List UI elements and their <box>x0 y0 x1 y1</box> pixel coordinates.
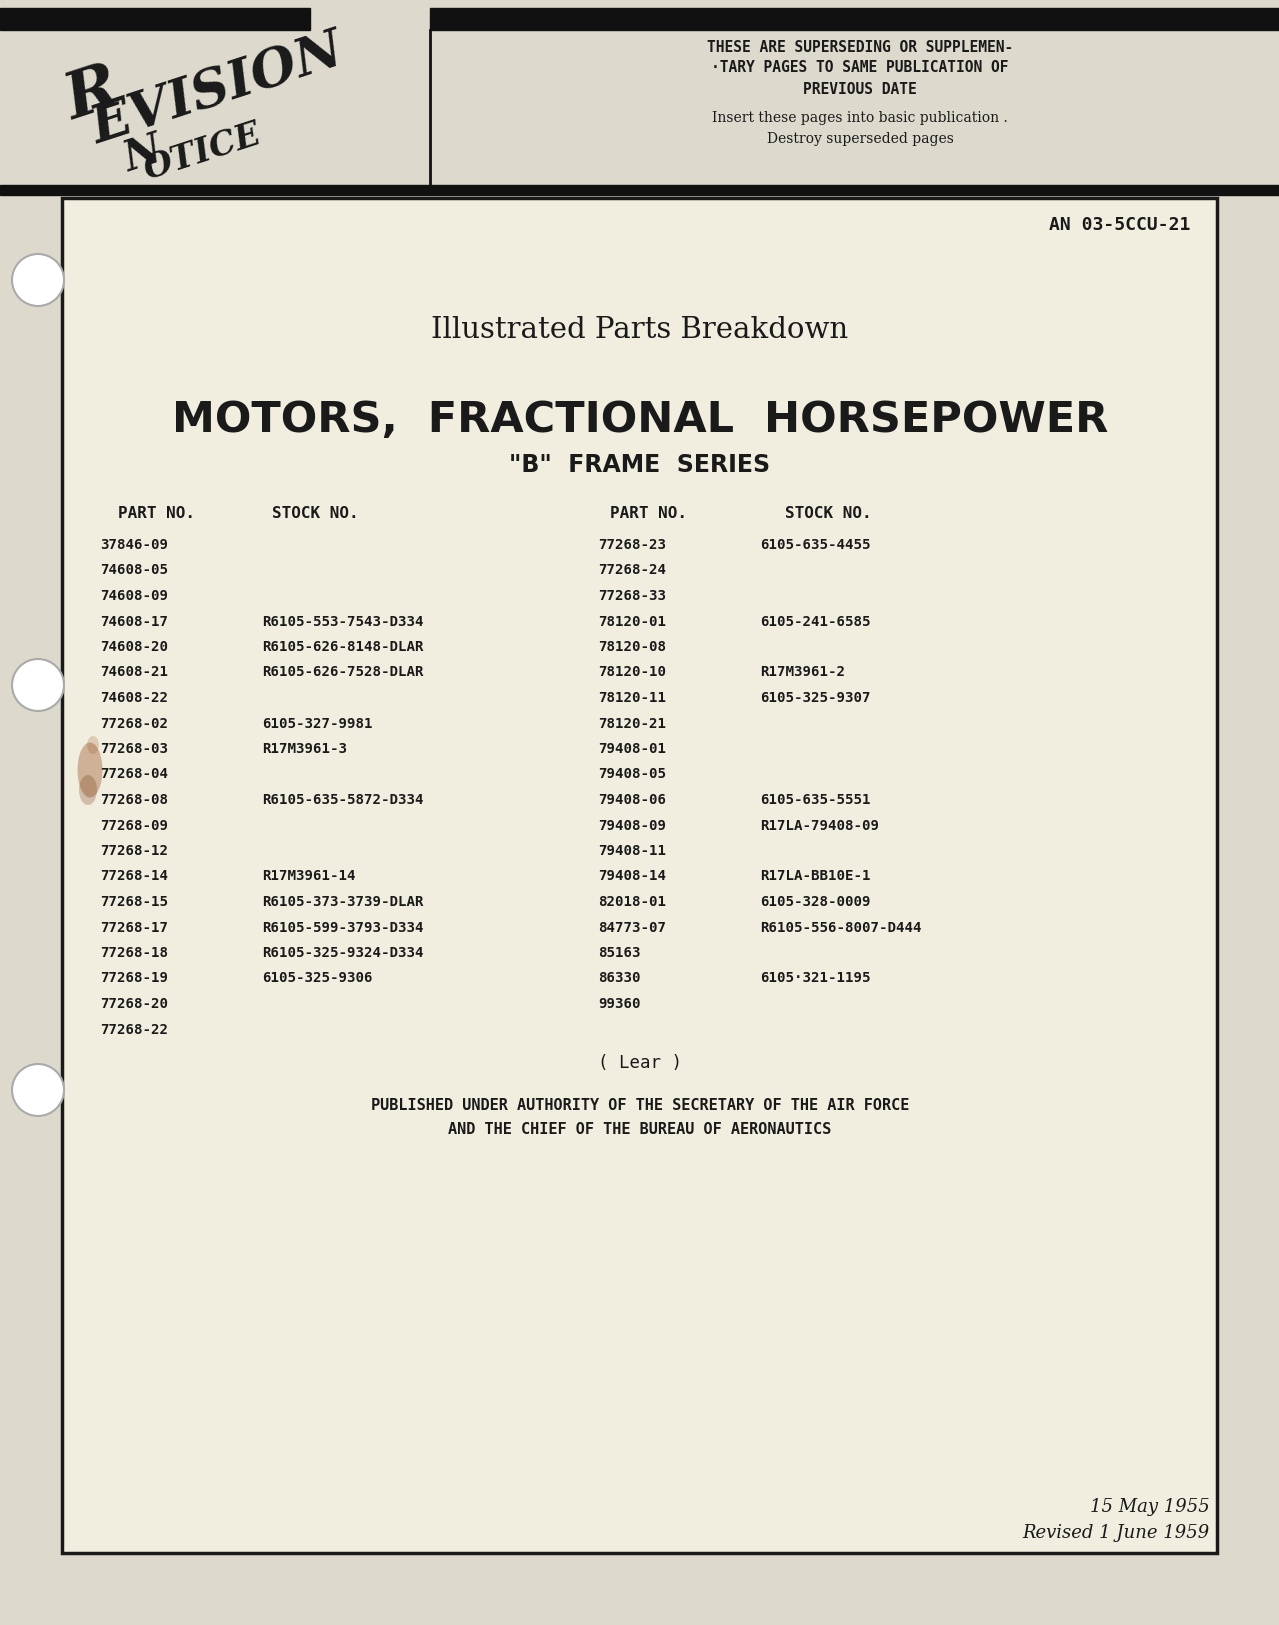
Text: 77268-09: 77268-09 <box>100 819 168 832</box>
Text: ·TARY PAGES TO SAME PUBLICATION OF: ·TARY PAGES TO SAME PUBLICATION OF <box>711 60 1009 75</box>
Text: 77268-02: 77268-02 <box>100 717 168 731</box>
Text: R17M3961-3: R17M3961-3 <box>262 743 347 756</box>
Text: 6105·321-1195: 6105·321-1195 <box>760 972 871 985</box>
Bar <box>0 8 310 29</box>
Text: 77268-18: 77268-18 <box>100 946 168 960</box>
Text: 84773-07: 84773-07 <box>599 920 666 934</box>
Text: 77268-08: 77268-08 <box>100 793 168 808</box>
Text: 6105-635-4455: 6105-635-4455 <box>760 538 871 552</box>
Ellipse shape <box>79 775 97 804</box>
Text: 79408-01: 79408-01 <box>599 743 666 756</box>
Text: 6105-328-0009: 6105-328-0009 <box>760 895 871 908</box>
Text: 77268-23: 77268-23 <box>599 538 666 552</box>
Text: 77268-19: 77268-19 <box>100 972 168 985</box>
Text: 79408-14: 79408-14 <box>599 869 666 884</box>
Text: R6105-626-7528-DLAR: R6105-626-7528-DLAR <box>262 666 423 679</box>
Bar <box>430 8 1279 29</box>
Text: 78120-08: 78120-08 <box>599 640 666 653</box>
Text: MOTORS,  FRACTIONAL  HORSEPOWER: MOTORS, FRACTIONAL HORSEPOWER <box>171 400 1108 440</box>
Text: 6105-325-9307: 6105-325-9307 <box>760 691 871 705</box>
Text: 77268-24: 77268-24 <box>599 564 666 577</box>
Text: 82018-01: 82018-01 <box>599 895 666 908</box>
Text: 74608-09: 74608-09 <box>100 588 168 603</box>
Text: 77268-17: 77268-17 <box>100 920 168 934</box>
Text: Destroy superseded pages: Destroy superseded pages <box>766 132 953 146</box>
Circle shape <box>12 1064 64 1116</box>
Text: 77268-12: 77268-12 <box>100 843 168 858</box>
Text: 74608-05: 74608-05 <box>100 564 168 577</box>
Text: 6105-241-6585: 6105-241-6585 <box>760 614 871 629</box>
Text: 79408-06: 79408-06 <box>599 793 666 808</box>
Text: PUBLISHED UNDER AUTHORITY OF THE SECRETARY OF THE AIR FORCE: PUBLISHED UNDER AUTHORITY OF THE SECRETA… <box>371 1097 909 1113</box>
Text: R6105-373-3739-DLAR: R6105-373-3739-DLAR <box>262 895 423 908</box>
Text: 6105-327-9981: 6105-327-9981 <box>262 717 372 731</box>
Text: 77268-14: 77268-14 <box>100 869 168 884</box>
Circle shape <box>12 254 64 306</box>
Text: PREVIOUS DATE: PREVIOUS DATE <box>803 81 917 96</box>
Text: 74608-21: 74608-21 <box>100 666 168 679</box>
Text: 86330: 86330 <box>599 972 641 985</box>
Text: AN 03-5CCU-21: AN 03-5CCU-21 <box>1049 216 1189 234</box>
Text: AND THE CHIEF OF THE BUREAU OF AERONAUTICS: AND THE CHIEF OF THE BUREAU OF AERONAUTI… <box>449 1121 831 1136</box>
Text: 77268-04: 77268-04 <box>100 767 168 782</box>
Text: 78120-10: 78120-10 <box>599 666 666 679</box>
Text: 78120-01: 78120-01 <box>599 614 666 629</box>
Text: R6105-325-9324-D334: R6105-325-9324-D334 <box>262 946 423 960</box>
Text: R17M3961-2: R17M3961-2 <box>760 666 845 679</box>
Text: R6105-599-3793-D334: R6105-599-3793-D334 <box>262 920 423 934</box>
Text: 79408-09: 79408-09 <box>599 819 666 832</box>
Text: 85163: 85163 <box>599 946 641 960</box>
Text: R17LA-79408-09: R17LA-79408-09 <box>760 819 879 832</box>
Text: 74608-17: 74608-17 <box>100 614 168 629</box>
Text: 74608-20: 74608-20 <box>100 640 168 653</box>
Text: 77268-33: 77268-33 <box>599 588 666 603</box>
Text: R: R <box>58 57 128 133</box>
Text: STOCK NO.: STOCK NO. <box>272 505 358 520</box>
Text: 79408-05: 79408-05 <box>599 767 666 782</box>
Text: R6105-626-8148-DLAR: R6105-626-8148-DLAR <box>262 640 423 653</box>
Text: R17LA-BB10E-1: R17LA-BB10E-1 <box>760 869 871 884</box>
Text: 6105-325-9306: 6105-325-9306 <box>262 972 372 985</box>
Text: 37846-09: 37846-09 <box>100 538 168 552</box>
Text: PART NO.: PART NO. <box>610 505 687 520</box>
Text: 77268-20: 77268-20 <box>100 998 168 1011</box>
Text: Revised 1 June 1959: Revised 1 June 1959 <box>1023 1524 1210 1542</box>
Ellipse shape <box>78 743 102 798</box>
Text: PART NO.: PART NO. <box>118 505 194 520</box>
Bar <box>0 5 1279 195</box>
Bar <box>0 185 1279 195</box>
Text: 78120-21: 78120-21 <box>599 717 666 731</box>
Text: OTICE: OTICE <box>139 117 266 187</box>
Text: 99360: 99360 <box>599 998 641 1011</box>
Text: STOCK NO.: STOCK NO. <box>785 505 871 520</box>
Text: R6105-553-7543-D334: R6105-553-7543-D334 <box>262 614 423 629</box>
Text: 77268-15: 77268-15 <box>100 895 168 908</box>
Text: R6105-635-5872-D334: R6105-635-5872-D334 <box>262 793 423 808</box>
Text: 77268-03: 77268-03 <box>100 743 168 756</box>
Ellipse shape <box>87 736 98 754</box>
Text: N: N <box>118 128 168 180</box>
Text: THESE ARE SUPERSEDING OR SUPPLEMEN-: THESE ARE SUPERSEDING OR SUPPLEMEN- <box>707 39 1013 55</box>
Text: Illustrated Parts Breakdown: Illustrated Parts Breakdown <box>431 315 848 344</box>
Text: 77268-22: 77268-22 <box>100 1022 168 1037</box>
Text: R6105-556-8007-D444: R6105-556-8007-D444 <box>760 920 921 934</box>
Text: 15 May 1955: 15 May 1955 <box>1090 1498 1210 1516</box>
Text: 78120-11: 78120-11 <box>599 691 666 705</box>
Circle shape <box>12 660 64 712</box>
Text: 6105-635-5551: 6105-635-5551 <box>760 793 871 808</box>
Text: ( Lear ): ( Lear ) <box>599 1055 682 1072</box>
Text: EVISION: EVISION <box>84 24 350 154</box>
Text: Insert these pages into basic publication .: Insert these pages into basic publicatio… <box>712 111 1008 125</box>
Text: "B"  FRAME  SERIES: "B" FRAME SERIES <box>509 453 770 478</box>
Text: 74608-22: 74608-22 <box>100 691 168 705</box>
Text: 79408-11: 79408-11 <box>599 843 666 858</box>
Text: R17M3961-14: R17M3961-14 <box>262 869 356 884</box>
Bar <box>61 198 1218 1554</box>
